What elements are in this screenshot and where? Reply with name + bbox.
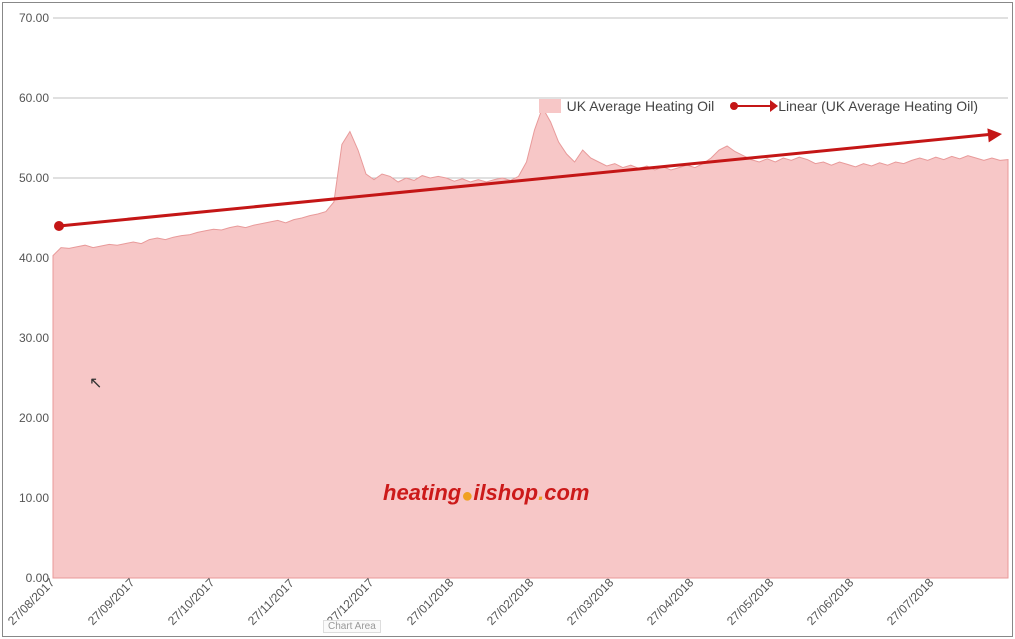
- x-tick-label: 27/11/2017: [245, 576, 297, 628]
- y-tick-label: 10.00: [5, 491, 49, 505]
- y-tick-label: 20.00: [5, 411, 49, 425]
- x-tick-label: 27/09/2017: [85, 576, 137, 628]
- chart-area-tooltip: Chart Area: [323, 620, 381, 633]
- x-tick-label: 27/05/2018: [724, 576, 776, 628]
- legend-line-arrow-icon: [770, 100, 778, 112]
- legend-line-dot: [730, 102, 738, 110]
- legend-swatch-line: [734, 105, 772, 107]
- y-tick-label: 60.00: [5, 91, 49, 105]
- x-tick-label: 27/03/2018: [564, 576, 616, 628]
- legend-label-area: UK Average Heating Oil: [567, 98, 715, 114]
- x-tick-label: 27/10/2017: [165, 576, 217, 628]
- x-tick-label: 27/04/2018: [644, 576, 696, 628]
- y-tick-label: 30.00: [5, 331, 49, 345]
- x-tick-label: 27/07/2018: [884, 576, 936, 628]
- legend-item-line: Linear (UK Average Heating Oil): [734, 98, 978, 114]
- x-tick-label: 27/06/2018: [804, 576, 856, 628]
- y-tick-label: 40.00: [5, 251, 49, 265]
- x-tick-label: 27/01/2018: [404, 576, 456, 628]
- chart-frame: UK Average Heating Oil Linear (UK Averag…: [2, 2, 1013, 637]
- y-tick-label: 70.00: [5, 11, 49, 25]
- legend-swatch-area: [539, 99, 561, 113]
- legend: UK Average Heating Oil Linear (UK Averag…: [539, 98, 978, 114]
- x-tick-label: 27/02/2018: [484, 576, 536, 628]
- plot-area: UK Average Heating Oil Linear (UK Averag…: [53, 18, 1008, 578]
- y-tick-label: 50.00: [5, 171, 49, 185]
- watermark-logo: heating●ilshop.com: [383, 480, 589, 508]
- legend-label-line: Linear (UK Average Heating Oil): [778, 98, 978, 114]
- legend-item-area: UK Average Heating Oil: [539, 98, 715, 114]
